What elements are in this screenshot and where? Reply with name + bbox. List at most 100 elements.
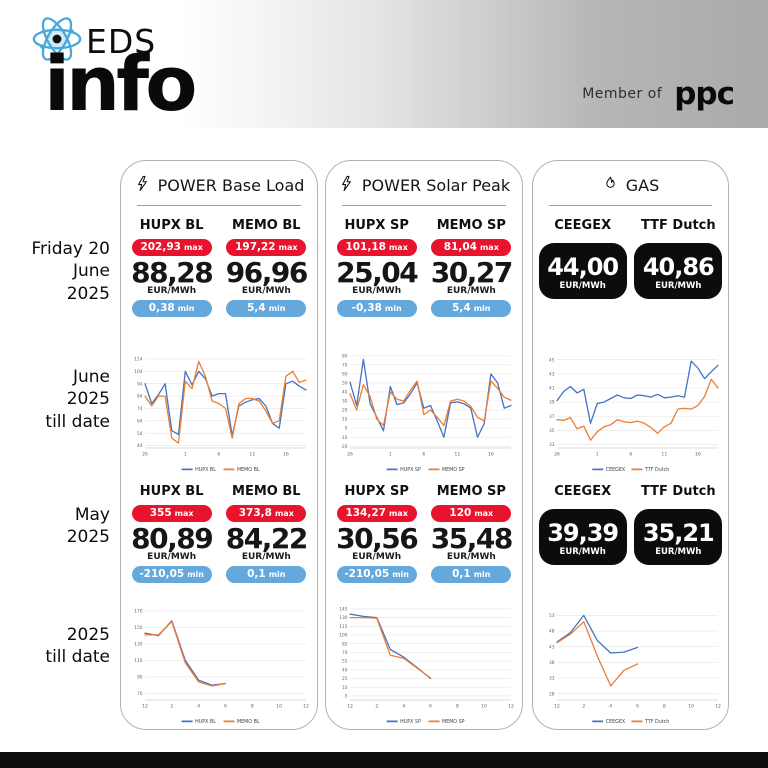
svg-text:33: 33 — [549, 442, 555, 448]
svg-text:4: 4 — [197, 704, 200, 710]
svg-text:10: 10 — [342, 417, 348, 423]
price-value: 44,00 — [547, 253, 619, 281]
svg-text:2: 2 — [170, 704, 173, 710]
max-badge: 355 max — [131, 505, 212, 522]
stat-hupx-sp-may: HUPX SP 134,27 max 30,56 EUR/MWh -210,05 m… — [333, 484, 421, 596]
chart-base-load-ytd: 70 90 110 130 150 170 12 2 4 6 8 10 12 HUPX BL MEMO BL — [134, 609, 309, 725]
svg-text:110: 110 — [134, 658, 142, 664]
svg-text:MEMO BL: MEMO BL — [237, 719, 260, 725]
stat-memo-bl-today: MEMO BL 197,22 max 96,96 EUR/MWh 5,4 min — [222, 218, 310, 344]
stat-title: HUPX SP — [344, 484, 409, 499]
price-unit: EUR/MWh — [655, 281, 702, 292]
svg-text:12: 12 — [508, 704, 514, 710]
price-unit: EUR/MWh — [147, 286, 197, 297]
svg-text:HUPX SP: HUPX SP — [400, 719, 421, 725]
min-suffix: min — [473, 570, 491, 580]
svg-text:26: 26 — [142, 452, 148, 458]
stats-may: HUPX BL 355 max 80,89 EUR/MWh -210,05 min … — [121, 484, 317, 596]
svg-text:12: 12 — [303, 704, 309, 710]
svg-text:10: 10 — [688, 704, 694, 710]
price-unit: EUR/MWh — [352, 286, 402, 297]
svg-text:16: 16 — [283, 452, 289, 458]
stat-hupx-sp-today: HUPX SP 101,18 max 25,04 EUR/MWh -0,38 min — [333, 218, 421, 344]
max-value: 101,18 — [345, 241, 386, 253]
svg-text:48: 48 — [549, 629, 555, 635]
row-label-line: 2025 — [66, 625, 110, 645]
svg-text:60: 60 — [342, 371, 348, 377]
svg-text:37: 37 — [549, 414, 555, 420]
min-badge: 0,1 min — [226, 566, 307, 584]
gas-price-card: 39,39 EUR/MWh — [538, 509, 627, 566]
max-value: 197,22 — [235, 241, 276, 253]
eds-info-logo: EDS info — [30, 12, 290, 121]
row-label-june-till-date: June 2025 till date — [8, 366, 110, 433]
svg-text:2: 2 — [582, 704, 585, 710]
svg-text:MEMO SP: MEMO SP — [442, 467, 465, 473]
min-value: -210,05 — [344, 568, 390, 581]
panel-power-solar-peak: POWER Solar Peak HUPX SP 101,18 max 25,04… — [325, 160, 523, 730]
min-badge: 0,38 min — [131, 300, 212, 318]
row-label-may-2025: May 2025 — [8, 504, 110, 549]
stat-title: MEMO SP — [436, 218, 506, 233]
panel-title: GAS — [533, 173, 728, 197]
svg-text:28: 28 — [549, 691, 555, 697]
svg-text:11: 11 — [454, 452, 460, 458]
svg-text:44: 44 — [137, 443, 143, 449]
stat-ceegex-today: CEEGEX 44,00 EUR/MWh — [537, 218, 629, 344]
svg-text:0: 0 — [345, 426, 348, 432]
svg-text:70: 70 — [342, 362, 348, 368]
svg-text:90: 90 — [137, 675, 143, 681]
max-value: 202,93 — [140, 241, 181, 253]
svg-text:CEEGEX: CEEGEX — [605, 467, 625, 473]
price-unit: EUR/MWh — [147, 552, 197, 563]
ppc-logo: ppc — [674, 76, 735, 112]
lightning-icon — [338, 175, 355, 196]
max-suffix: max — [274, 509, 294, 518]
max-badge: 81,04 max — [431, 239, 512, 256]
svg-text:30: 30 — [342, 399, 348, 405]
svg-text:33: 33 — [549, 676, 555, 682]
member-of-label: Member of — [582, 86, 663, 102]
max-suffix: max — [174, 509, 194, 518]
svg-text:20: 20 — [342, 408, 348, 414]
svg-text:35: 35 — [549, 428, 555, 434]
min-value: 0,1 — [247, 568, 266, 581]
row-label-line: May — [74, 505, 110, 525]
svg-text:130: 130 — [134, 642, 142, 648]
svg-text:70: 70 — [137, 691, 143, 697]
row-label-line: Friday 20 — [31, 239, 110, 259]
svg-text:40: 40 — [342, 667, 348, 673]
max-value: 81,04 — [443, 241, 477, 253]
price-unit: EUR/MWh — [559, 281, 606, 292]
svg-text:6: 6 — [429, 704, 432, 710]
row-label-line: 2025 — [66, 389, 110, 410]
svg-text:6: 6 — [217, 452, 220, 458]
price-value: 96,96 — [225, 256, 309, 289]
stat-hupx-bl-may: HUPX BL 355 max 80,89 EUR/MWh -210,05 min — [128, 484, 216, 596]
gas-price-card: 44,00 EUR/MWh — [538, 243, 627, 300]
divider — [549, 205, 712, 206]
svg-text:MEMO SP: MEMO SP — [442, 719, 465, 725]
svg-text:85: 85 — [342, 641, 348, 647]
svg-text:115: 115 — [339, 624, 347, 630]
panel-title-label: POWER Solar Peak — [361, 175, 511, 195]
svg-text:10: 10 — [481, 704, 487, 710]
stat-title: HUPX SP — [344, 218, 409, 233]
svg-text:53: 53 — [549, 613, 555, 619]
svg-text:130: 130 — [339, 615, 347, 621]
svg-text:MEMO BL: MEMO BL — [237, 467, 260, 473]
max-value: 355 — [149, 507, 172, 519]
max-value: 120 — [449, 507, 472, 519]
min-badge: -0,38 min — [336, 300, 417, 318]
min-suffix: min — [268, 570, 286, 580]
row-label-line: till date — [45, 411, 110, 432]
chart-gas-ytd: 28 33 38 43 48 53 12 2 4 6 8 10 12 CEEGEX TTF Dutch — [549, 613, 721, 725]
divider — [342, 205, 506, 206]
atom-icon — [30, 12, 84, 70]
row-label-friday-20-june-2025: Friday 20 June 2025 — [8, 238, 110, 305]
svg-text:74: 74 — [137, 406, 143, 412]
svg-text:150: 150 — [134, 625, 142, 631]
